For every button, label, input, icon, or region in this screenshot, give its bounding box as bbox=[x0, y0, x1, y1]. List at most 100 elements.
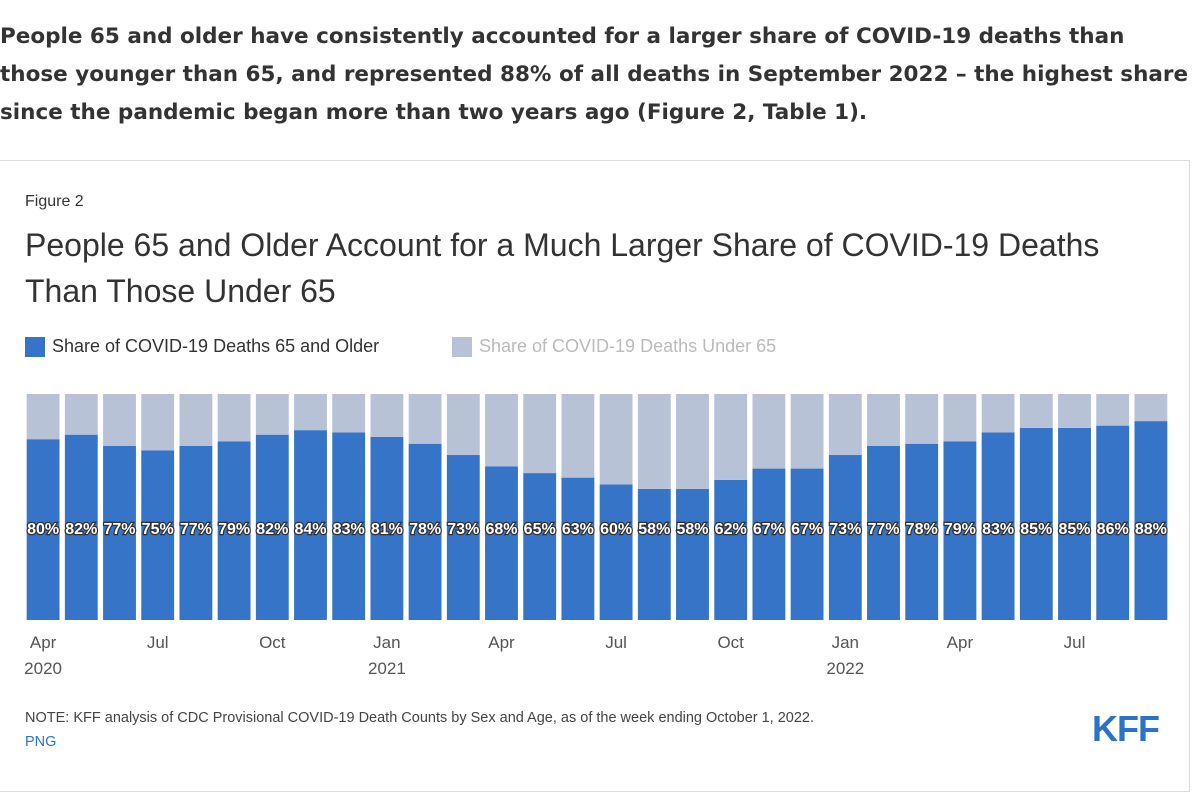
legend-swatch bbox=[452, 336, 472, 357]
data-label: 83% bbox=[982, 521, 1014, 538]
bar-segment bbox=[179, 445, 213, 620]
data-label: 62% bbox=[715, 521, 747, 538]
bar-segment bbox=[943, 441, 977, 620]
data-label: 63% bbox=[562, 521, 594, 538]
x-tick-label: Jul bbox=[1063, 633, 1086, 652]
x-tick-label: Jul bbox=[146, 633, 169, 652]
bar-segment bbox=[523, 473, 557, 620]
bar-segment bbox=[485, 466, 518, 620]
bar-segment bbox=[64, 434, 98, 620]
bar-segment bbox=[217, 441, 251, 620]
logo: KFF bbox=[1092, 708, 1160, 749]
bar-segment bbox=[217, 394, 251, 442]
legend-label: Share of COVID-19 Deaths Under 65 bbox=[479, 336, 777, 356]
data-label: 78% bbox=[409, 521, 441, 538]
data-label: 77% bbox=[867, 521, 899, 538]
bar-segment bbox=[752, 394, 786, 469]
x-tick-label: Apr bbox=[946, 633, 974, 652]
data-label: 77% bbox=[103, 521, 135, 538]
data-label: 58% bbox=[676, 521, 708, 538]
bar-segment bbox=[828, 394, 862, 456]
bar-segment bbox=[790, 394, 824, 469]
bar-segment bbox=[103, 394, 136, 446]
bar-segment bbox=[714, 394, 748, 480]
x-tick-label: Jan 2021 bbox=[367, 633, 406, 678]
bar-segment bbox=[1096, 394, 1130, 426]
bar-segment bbox=[64, 394, 98, 435]
bar-segment bbox=[1134, 394, 1168, 422]
data-label: 80% bbox=[27, 521, 59, 538]
data-label: 85% bbox=[1058, 521, 1090, 538]
bar-segment bbox=[943, 394, 977, 442]
data-label: 79% bbox=[218, 521, 250, 538]
bar-segment bbox=[141, 394, 175, 451]
bar-segment bbox=[26, 394, 60, 440]
bar-segment bbox=[446, 394, 480, 456]
data-label: 79% bbox=[944, 521, 976, 538]
note: NOTE: KFF analysis of CDC Provisional CO… bbox=[25, 710, 815, 726]
bar-segment bbox=[26, 439, 60, 620]
bar-segment bbox=[1134, 421, 1168, 620]
data-label: 82% bbox=[65, 521, 97, 538]
bar-segment bbox=[790, 468, 824, 620]
bar-segment bbox=[485, 394, 518, 467]
bar-segment bbox=[828, 455, 862, 620]
bar-segment bbox=[1019, 394, 1053, 428]
data-label: 73% bbox=[829, 521, 861, 538]
bar-segment bbox=[981, 432, 1015, 620]
x-tick-label: Apr 2020 bbox=[24, 633, 62, 678]
bar-segment bbox=[752, 468, 786, 620]
data-label: 58% bbox=[638, 521, 670, 538]
download-link[interactable]: PNG bbox=[25, 734, 57, 750]
bar-segment bbox=[370, 436, 404, 620]
data-label: 88% bbox=[1135, 521, 1167, 538]
bar-segment bbox=[141, 450, 175, 620]
bar-segment bbox=[905, 443, 939, 620]
data-label: 84% bbox=[294, 521, 326, 538]
intro-text: People 65 and older have consistently ac… bbox=[0, 24, 1189, 125]
bar-segment bbox=[294, 394, 327, 431]
data-label: 81% bbox=[371, 521, 403, 538]
bar-segment bbox=[1058, 394, 1091, 428]
x-tick-label: Apr bbox=[488, 633, 515, 652]
bar-segment bbox=[523, 394, 557, 474]
bar-segment bbox=[255, 394, 289, 435]
bar-segment bbox=[294, 430, 327, 620]
data-label: 73% bbox=[447, 521, 479, 538]
bar-segment bbox=[1019, 427, 1053, 620]
x-tick-label: Oct bbox=[717, 633, 744, 652]
bar-segment bbox=[408, 443, 442, 620]
bar-segment bbox=[103, 445, 136, 620]
bar-segment bbox=[408, 394, 442, 444]
legend-item: Share of COVID-19 Deaths 65 and Older bbox=[25, 336, 379, 357]
bar-segment bbox=[561, 394, 595, 478]
bar-segment bbox=[676, 488, 709, 620]
data-label: 82% bbox=[256, 521, 288, 538]
bar-segment bbox=[255, 434, 289, 620]
x-tick-label: Oct bbox=[259, 633, 286, 652]
legend-item: Share of COVID-19 Deaths Under 65 bbox=[452, 336, 776, 357]
x-tick-label: Jul bbox=[605, 633, 627, 652]
x-tick-label: Jan 2022 bbox=[826, 633, 865, 678]
data-label: 67% bbox=[753, 521, 785, 538]
data-label: 60% bbox=[600, 521, 632, 538]
bar-segment bbox=[332, 432, 366, 620]
bar-segment bbox=[981, 394, 1015, 433]
data-label: 67% bbox=[791, 521, 823, 538]
bar-segment bbox=[714, 479, 748, 620]
bar-segment bbox=[179, 394, 213, 446]
bar-segment bbox=[637, 394, 671, 489]
legend-swatch bbox=[25, 336, 45, 357]
chart-title: People 65 and Older Account for a Much L… bbox=[25, 227, 1100, 309]
bar-segment bbox=[599, 484, 633, 620]
bar-segment bbox=[561, 477, 595, 620]
figure-label: Figure 2 bbox=[25, 193, 84, 210]
bar-segment bbox=[676, 394, 709, 489]
bar-segment bbox=[370, 394, 404, 437]
bar-segment bbox=[599, 394, 633, 485]
data-label: 75% bbox=[142, 521, 174, 538]
data-label: 68% bbox=[485, 521, 517, 538]
data-label: 65% bbox=[524, 521, 556, 538]
